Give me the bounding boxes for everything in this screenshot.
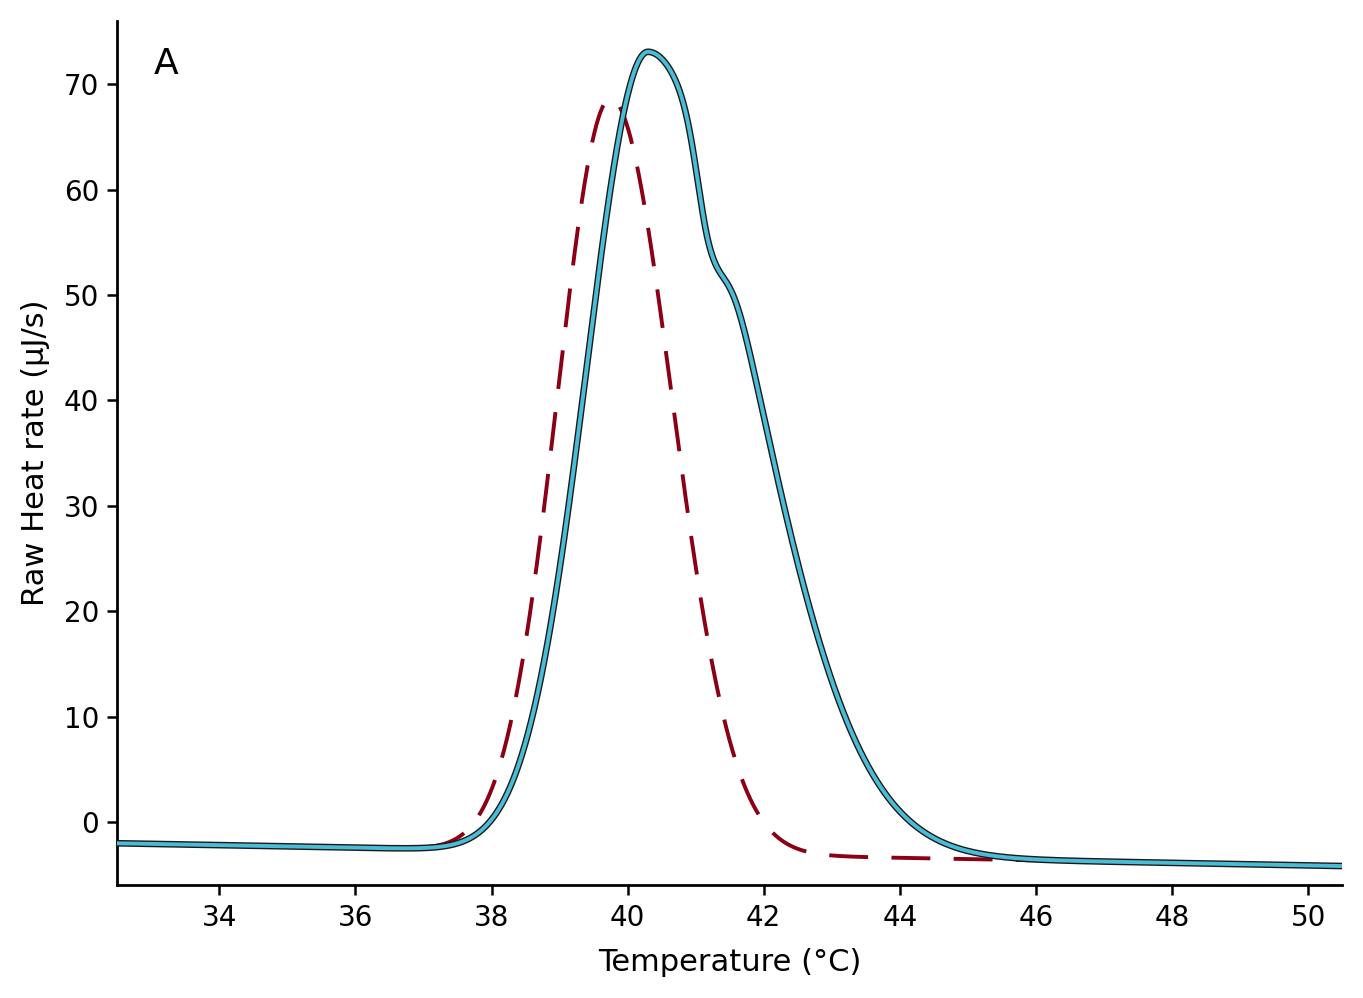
Y-axis label: Raw Heat rate (μJ/s): Raw Heat rate (μJ/s) [20,299,50,607]
X-axis label: Temperature (°C): Temperature (°C) [598,948,861,977]
Text: A: A [154,47,179,81]
